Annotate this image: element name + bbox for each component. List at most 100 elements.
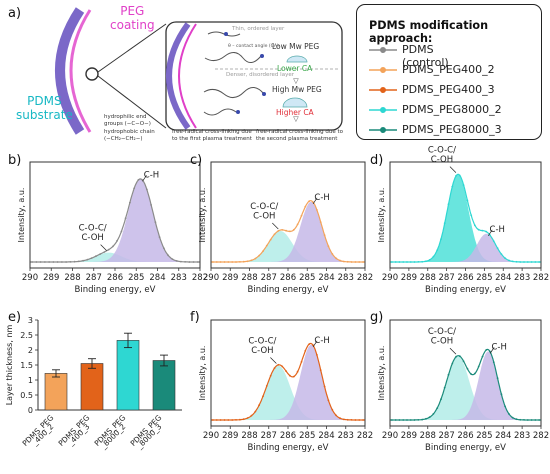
x-tick-label: 283 <box>514 431 530 441</box>
x-axis-label: Binding energy, eV <box>248 443 329 453</box>
data-point <box>120 230 123 233</box>
x-tick-label: 289 <box>401 431 417 441</box>
data-point <box>451 362 454 365</box>
data-point <box>219 261 222 263</box>
data-point <box>538 261 540 263</box>
data-point <box>523 419 525 421</box>
legend-swatch-dot <box>380 47 386 53</box>
data-point <box>447 203 450 206</box>
x-tick-label: 286 <box>457 431 473 441</box>
data-point <box>354 261 357 263</box>
chart-f: 290 289 288 287 286 285 284 283 282 Binding energ… <box>198 319 373 453</box>
data-point <box>99 253 101 256</box>
peak-label-pointer <box>312 197 318 205</box>
data-point <box>44 261 46 263</box>
panel-label-a: a) <box>8 6 22 21</box>
peak-label: C-O-C/ <box>428 146 456 156</box>
data-point <box>534 419 537 421</box>
data-point <box>421 260 423 263</box>
data-point <box>394 419 397 421</box>
x-tick-label: 285 <box>299 273 315 283</box>
data-point <box>346 418 349 421</box>
y-axis-label: Intensity, a.u. <box>377 346 386 401</box>
data-point <box>82 259 84 262</box>
data-point <box>417 261 420 263</box>
data-point <box>515 418 518 421</box>
data-point <box>86 258 89 261</box>
data-point <box>154 221 157 224</box>
peak-fit-0 <box>211 231 365 262</box>
data-point <box>534 261 537 263</box>
data-point <box>327 245 330 248</box>
data-point <box>246 417 249 419</box>
arrow-symbol: ▽ <box>293 115 299 123</box>
data-point <box>129 201 131 204</box>
data-point <box>443 386 446 389</box>
data-point <box>308 200 311 203</box>
data-point <box>289 230 291 233</box>
data-point <box>52 261 55 263</box>
data-point <box>158 236 161 239</box>
peak-label: C-O-C/ <box>250 202 278 212</box>
data-point <box>188 261 191 263</box>
peg-chain-4 <box>203 108 237 116</box>
zoom-line-top <box>97 23 167 73</box>
y-tick-label: 2.5 <box>20 331 33 340</box>
key-first-plasma: free-radical cross-linking due to the fi… <box>172 129 252 142</box>
dense-layer-label: Denser, disordered layer <box>226 72 294 78</box>
data-point <box>500 253 503 256</box>
peak-fit-0 <box>390 356 541 420</box>
peak-label-pointer <box>449 347 457 355</box>
data-point <box>227 419 230 421</box>
data-point <box>292 228 295 231</box>
x-tick-label: 288 <box>241 273 257 283</box>
data-point <box>391 419 393 421</box>
data-point <box>180 260 182 263</box>
x-tick-label: 285 <box>299 431 315 441</box>
peak-label-pointer <box>142 175 147 182</box>
data-point <box>133 187 136 190</box>
peak-fit-1 <box>390 351 541 420</box>
data-point <box>296 370 299 373</box>
key-hydrophilic: hydrophilic end groups (−C−O−) <box>104 114 151 127</box>
x-axis-label: Binding energy, eV <box>425 443 506 453</box>
x-tick-label: 287 <box>261 431 277 441</box>
data-point <box>103 251 106 253</box>
data-point <box>56 261 59 263</box>
data-point <box>304 350 307 352</box>
y-axis-label: Intensity, a.u. <box>198 188 207 243</box>
contact-angle-note: θ – contact angle (CA) <box>228 44 279 49</box>
data-point <box>508 413 510 415</box>
data-point <box>331 253 334 255</box>
data-point <box>242 260 245 263</box>
peak-label: C-OH <box>431 155 453 165</box>
data-point <box>39 261 42 263</box>
data-point <box>425 260 427 263</box>
x-tick-label: 282 <box>357 431 373 441</box>
plot-frame <box>29 161 201 269</box>
data-point <box>413 419 416 421</box>
x-tick-label: 286 <box>280 273 296 283</box>
data-point <box>485 349 488 351</box>
data-point <box>112 245 114 248</box>
data-point <box>526 419 529 421</box>
legend-swatch-dot <box>380 87 386 93</box>
peak-label: C-O-C/ <box>248 336 276 346</box>
data-point <box>519 261 522 263</box>
peak-label: C-H <box>490 225 505 235</box>
data-point <box>409 261 412 263</box>
data-point <box>327 399 330 402</box>
x-tick-label: 288 <box>420 431 436 441</box>
data-point <box>447 373 450 376</box>
data-point <box>462 360 465 363</box>
x-tick-label: 285 <box>128 273 144 283</box>
peak-fit-0 <box>390 174 541 262</box>
data-point <box>239 418 241 421</box>
x-tick-label: 284 <box>495 273 511 283</box>
data-point <box>489 234 491 237</box>
zoom-pdms-curve <box>166 22 191 130</box>
data-point <box>354 419 357 421</box>
x-tick-label: 283 <box>514 273 530 283</box>
peak-label: C-O-C/ <box>428 327 456 337</box>
